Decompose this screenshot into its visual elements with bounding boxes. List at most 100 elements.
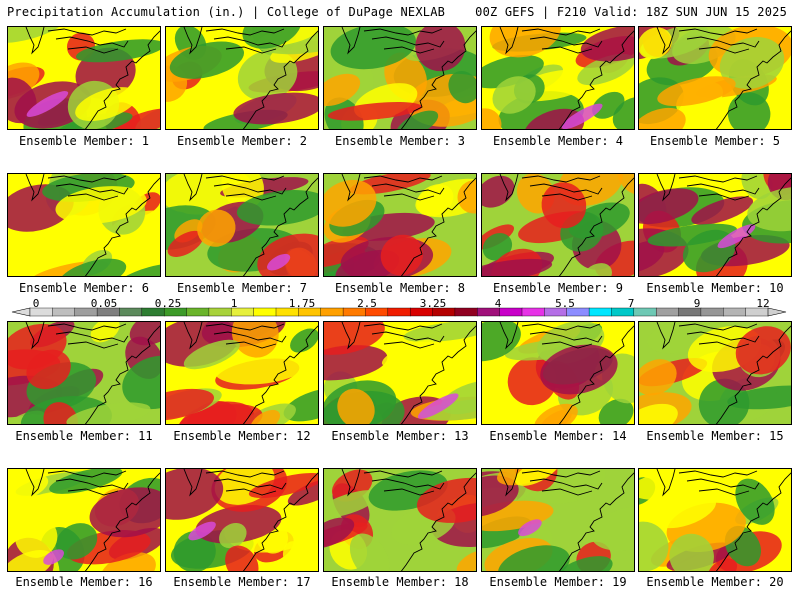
ensemble-member-label: Ensemble Member: 5 bbox=[649, 134, 781, 148]
colorbar-tick-label: 3.25 bbox=[419, 297, 447, 310]
precip-contour bbox=[541, 182, 587, 229]
precip-field bbox=[639, 469, 791, 571]
precip-contour bbox=[492, 76, 536, 114]
great-lakes-outline bbox=[25, 174, 129, 202]
precip-field bbox=[482, 469, 634, 571]
precip-contour bbox=[719, 37, 785, 89]
precip-contour bbox=[717, 224, 756, 249]
ensemble-member-map bbox=[481, 26, 635, 130]
great-lakes-outline bbox=[183, 27, 287, 55]
precip-contour bbox=[456, 550, 476, 571]
colorbar-swatch bbox=[387, 307, 411, 317]
precip-contour bbox=[698, 378, 750, 424]
precip-field bbox=[8, 174, 160, 276]
precip-contour bbox=[250, 409, 281, 424]
great-lakes-outline bbox=[499, 469, 603, 497]
precip-contour bbox=[167, 230, 204, 257]
colorbar-swatch bbox=[499, 307, 523, 317]
colorbar-tick-label: 9 bbox=[693, 297, 701, 310]
colorbar-swatch bbox=[186, 307, 210, 317]
precip-contour bbox=[534, 403, 578, 424]
colorbar-tick-label: 1 bbox=[230, 297, 238, 310]
great-lakes-outline bbox=[499, 174, 603, 202]
precip-field bbox=[639, 322, 791, 424]
ensemble-member-map bbox=[638, 468, 792, 572]
coastline-outline bbox=[715, 177, 791, 276]
precip-contour bbox=[43, 549, 65, 565]
colorbar-tick-label: 0.25 bbox=[154, 297, 182, 310]
ensemble-member-map bbox=[638, 173, 792, 277]
ensemble-member-label: Ensemble Member: 8 bbox=[334, 281, 466, 295]
ensemble-member-label: Ensemble Member: 6 bbox=[18, 281, 150, 295]
precip-contour bbox=[553, 556, 613, 571]
precip-contour bbox=[324, 345, 388, 381]
precip-contour bbox=[540, 344, 618, 395]
precip-contour bbox=[183, 339, 240, 370]
precip-contour bbox=[282, 541, 318, 571]
precip-field bbox=[482, 322, 634, 424]
precip-contour bbox=[283, 388, 318, 422]
precip-contour bbox=[727, 385, 791, 410]
precip-contour bbox=[55, 186, 147, 224]
precip-contour bbox=[747, 186, 791, 232]
precip-contour bbox=[75, 87, 138, 122]
ensemble-member-label: Ensemble Member: 11 bbox=[15, 429, 153, 443]
great-lakes-outline bbox=[183, 469, 287, 497]
ensemble-member-map bbox=[481, 173, 635, 277]
precip-field bbox=[324, 27, 476, 129]
ensemble-member-label: Ensemble Member: 3 bbox=[334, 134, 466, 148]
colorbar-swatch bbox=[700, 307, 724, 317]
precip-contour bbox=[257, 233, 318, 276]
precip-contour bbox=[482, 258, 553, 276]
precip-contour bbox=[416, 184, 454, 217]
ensemble-member-map bbox=[165, 26, 319, 130]
colorbar-swatch bbox=[119, 307, 143, 317]
precip-contour bbox=[727, 92, 771, 129]
coastline-outline bbox=[400, 472, 476, 571]
precip-contour bbox=[267, 253, 291, 271]
coastline-outline bbox=[715, 472, 791, 571]
coastline-outline bbox=[400, 177, 476, 276]
precip-field bbox=[166, 174, 318, 276]
colorbar-swatch bbox=[723, 307, 747, 317]
precip-field bbox=[639, 27, 791, 129]
precip-contour bbox=[8, 474, 49, 506]
precip-contour bbox=[173, 530, 216, 571]
coastline-outline bbox=[400, 325, 476, 424]
coastline-outline bbox=[242, 30, 318, 129]
precip-contour bbox=[324, 517, 355, 549]
ensemble-member-map bbox=[323, 468, 477, 572]
precip-contour bbox=[482, 175, 515, 208]
great-lakes-outline bbox=[25, 322, 129, 350]
ensemble-member-map bbox=[7, 468, 161, 572]
ensemble-member-map bbox=[323, 173, 477, 277]
colorbar-swatch bbox=[521, 307, 545, 317]
ensemble-member-map bbox=[638, 321, 792, 425]
precip-contour bbox=[669, 533, 714, 571]
precip-contour bbox=[591, 506, 634, 551]
ensemble-member-label: Ensemble Member: 14 bbox=[489, 429, 627, 443]
precip-contour bbox=[381, 339, 435, 367]
great-lakes-outline bbox=[499, 322, 603, 350]
ensemble-member-map bbox=[481, 321, 635, 425]
colorbar-swatch bbox=[633, 307, 657, 317]
colorbar-tick-label: 0.05 bbox=[90, 297, 118, 310]
ensemble-member-map bbox=[323, 321, 477, 425]
precip-contour bbox=[8, 550, 54, 571]
precip-contour bbox=[178, 404, 263, 424]
precip-contour bbox=[219, 522, 247, 549]
precip-contour bbox=[15, 516, 58, 558]
great-lakes-outline bbox=[656, 174, 760, 202]
precip-field bbox=[166, 27, 318, 129]
colorbar-max-arrow bbox=[767, 307, 787, 317]
great-lakes-outline bbox=[25, 469, 129, 497]
ensemble-member-map bbox=[165, 321, 319, 425]
colorbar-tick-label: 2.5 bbox=[357, 297, 377, 310]
precip-contour bbox=[653, 493, 717, 529]
great-lakes-outline bbox=[656, 322, 760, 350]
ensemble-member-label: Ensemble Member: 1 bbox=[18, 134, 150, 148]
valid-time: 00Z GEFS | F210 Valid: 18Z SUN JUN 15 20… bbox=[475, 5, 787, 19]
precip-contour bbox=[49, 469, 123, 494]
precip-contour bbox=[290, 328, 318, 353]
precip-contour bbox=[55, 523, 98, 560]
